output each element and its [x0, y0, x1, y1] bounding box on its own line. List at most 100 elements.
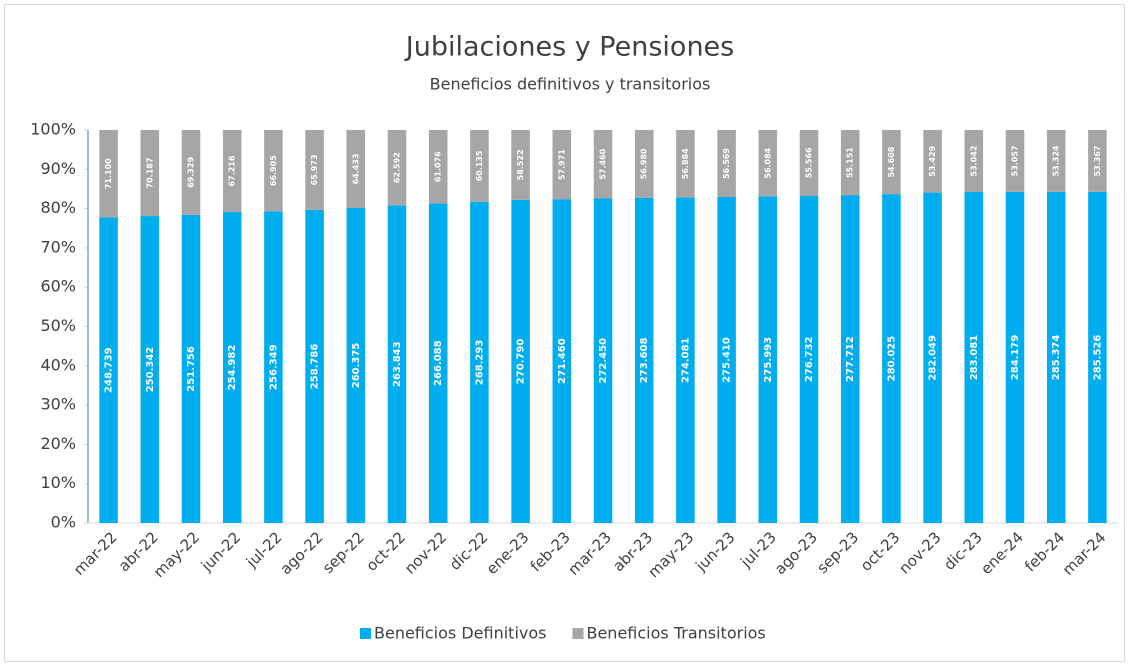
bar-segment: [840, 195, 860, 523]
bar-segment: [1005, 191, 1025, 523]
data-label: 71.100: [104, 158, 113, 189]
bar-segment: [222, 211, 242, 523]
data-label: 58.522: [516, 149, 525, 180]
data-label: 53.324: [1052, 145, 1061, 176]
y-tick-label: 60%: [40, 277, 76, 296]
data-label: 53.367: [1093, 146, 1102, 177]
bar-segment: [99, 130, 118, 218]
bar-segment: [346, 207, 366, 523]
bar-segment: [552, 199, 572, 523]
data-label: 254.982: [227, 345, 238, 391]
y-tick-label: 0%: [51, 513, 76, 532]
bar-segment: [305, 130, 324, 210]
bar-segment: [882, 194, 901, 523]
data-label: 283.081: [969, 335, 980, 381]
y-tick-label: 70%: [40, 237, 76, 256]
data-label: 285.526: [1092, 335, 1103, 381]
data-label: 56.569: [722, 148, 731, 179]
bar-segment: [758, 130, 778, 197]
bar-segment: [964, 192, 984, 523]
bar-segment: [923, 130, 942, 193]
bar-segment: [634, 130, 654, 198]
data-label: 57.460: [599, 148, 608, 179]
legend-label: Beneficios Transitorios: [586, 624, 765, 643]
bar-segment: [305, 209, 324, 523]
bar-segment: [1046, 130, 1066, 192]
data-label: 67.216: [228, 155, 237, 186]
data-label: 260.375: [351, 343, 362, 389]
bar-segment: [470, 130, 489, 202]
bar-segment: [428, 130, 448, 204]
data-label: 55.566: [805, 147, 814, 178]
data-label: 66.905: [269, 155, 278, 186]
bar-segment: [99, 217, 118, 523]
data-label: 268.293: [474, 340, 485, 386]
data-label: 61.076: [434, 151, 443, 182]
bar-segment: [923, 192, 942, 523]
data-label: 277.712: [845, 336, 856, 382]
bar-segment: [1046, 191, 1066, 523]
data-label: 56.084: [763, 147, 772, 178]
bar-segment: [428, 203, 448, 524]
y-tick-label: 40%: [40, 355, 76, 374]
data-label: 70.187: [145, 158, 154, 189]
bar-segment: [634, 197, 654, 523]
bar-segment: [140, 216, 160, 523]
data-label: 258.786: [310, 344, 321, 390]
y-tick-label: 30%: [40, 395, 76, 414]
bar-segment: [181, 214, 201, 523]
bar-segment: [264, 211, 283, 523]
bar-segment: [717, 130, 736, 197]
data-label: 280.025: [886, 336, 897, 382]
bar-segment: [181, 130, 201, 215]
data-label: 276.732: [804, 337, 815, 383]
data-label: 271.460: [557, 338, 568, 384]
data-label: 54.608: [887, 146, 896, 177]
bar-segment: [264, 130, 283, 212]
data-label: 263.843: [392, 341, 403, 387]
data-label: 275.410: [722, 337, 733, 383]
data-label: 53.429: [928, 145, 937, 176]
data-label: 56.884: [681, 148, 690, 179]
y-tick-label: 100%: [30, 120, 76, 139]
data-label: 64.433: [351, 154, 360, 185]
data-label: 60.135: [475, 150, 484, 181]
data-label: 282.049: [928, 335, 939, 381]
bar-segment: [882, 130, 901, 195]
bar-segment: [511, 199, 530, 524]
y-tick-label: 20%: [40, 434, 76, 453]
bar-segment: [1005, 130, 1025, 192]
data-label: 69.329: [187, 157, 196, 188]
data-label: 251.756: [186, 346, 197, 392]
data-label: 270.790: [516, 339, 527, 385]
y-tick-label: 10%: [40, 473, 76, 492]
bar-segment: [1088, 130, 1107, 192]
bar-segment: [387, 205, 407, 523]
data-label: 55.151: [846, 147, 855, 178]
bar-segment: [470, 201, 489, 523]
data-label: 56.980: [640, 148, 649, 179]
legend-label: Beneficios Definitivos: [374, 624, 546, 643]
bar-segment: [552, 130, 572, 200]
bar-segment: [140, 130, 160, 217]
bar-segment: [387, 130, 407, 206]
bar-segment: [840, 130, 860, 196]
bar-segment: [222, 130, 242, 212]
y-tick-label: 90%: [40, 159, 76, 178]
data-label: 250.342: [145, 347, 156, 393]
data-label: 275.993: [763, 337, 774, 383]
bar-segment: [593, 130, 613, 199]
data-label: 62.592: [393, 152, 402, 183]
chart-title: Jubilaciones y Pensiones: [404, 32, 734, 63]
bar-segment: [346, 130, 366, 208]
data-label: 266.088: [433, 340, 444, 386]
data-label: 256.349: [268, 344, 279, 390]
data-label: 272.450: [598, 338, 609, 384]
data-label: 285.374: [1051, 335, 1062, 381]
bar-segment: [676, 197, 695, 524]
data-label: 53.057: [1011, 145, 1020, 176]
bar-segment: [676, 130, 695, 198]
data-label: 274.081: [680, 337, 691, 383]
data-label: 65.973: [310, 154, 319, 185]
